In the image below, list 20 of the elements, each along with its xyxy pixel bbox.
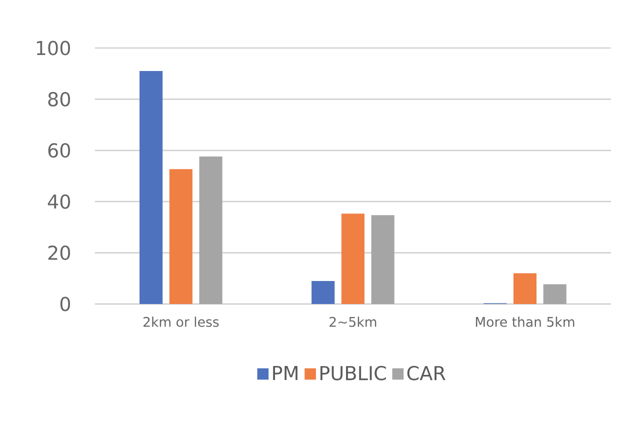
bar xyxy=(543,284,566,304)
bar xyxy=(371,215,394,304)
x-tick-label: 2km or less xyxy=(143,316,219,327)
legend-label: PM xyxy=(273,366,298,380)
bar xyxy=(312,280,335,304)
y-tick-label: 100 xyxy=(36,40,70,56)
y-tick-label: 0 xyxy=(60,296,70,312)
y-tick-label: 20 xyxy=(48,245,70,260)
bar xyxy=(140,70,163,304)
x-tick-label: 2~5km xyxy=(330,316,376,327)
bar xyxy=(341,214,364,304)
y-tick-label: 40 xyxy=(48,194,70,209)
bar xyxy=(513,273,537,304)
x-tick-label: More than 5km xyxy=(476,316,574,327)
bar xyxy=(199,156,222,304)
legend-label: PUBLIC xyxy=(320,366,386,380)
legend-label: CAR xyxy=(407,366,446,380)
y-tick-label: 80 xyxy=(48,92,70,106)
bar xyxy=(169,168,192,304)
y-tick-label: 60 xyxy=(48,143,70,158)
